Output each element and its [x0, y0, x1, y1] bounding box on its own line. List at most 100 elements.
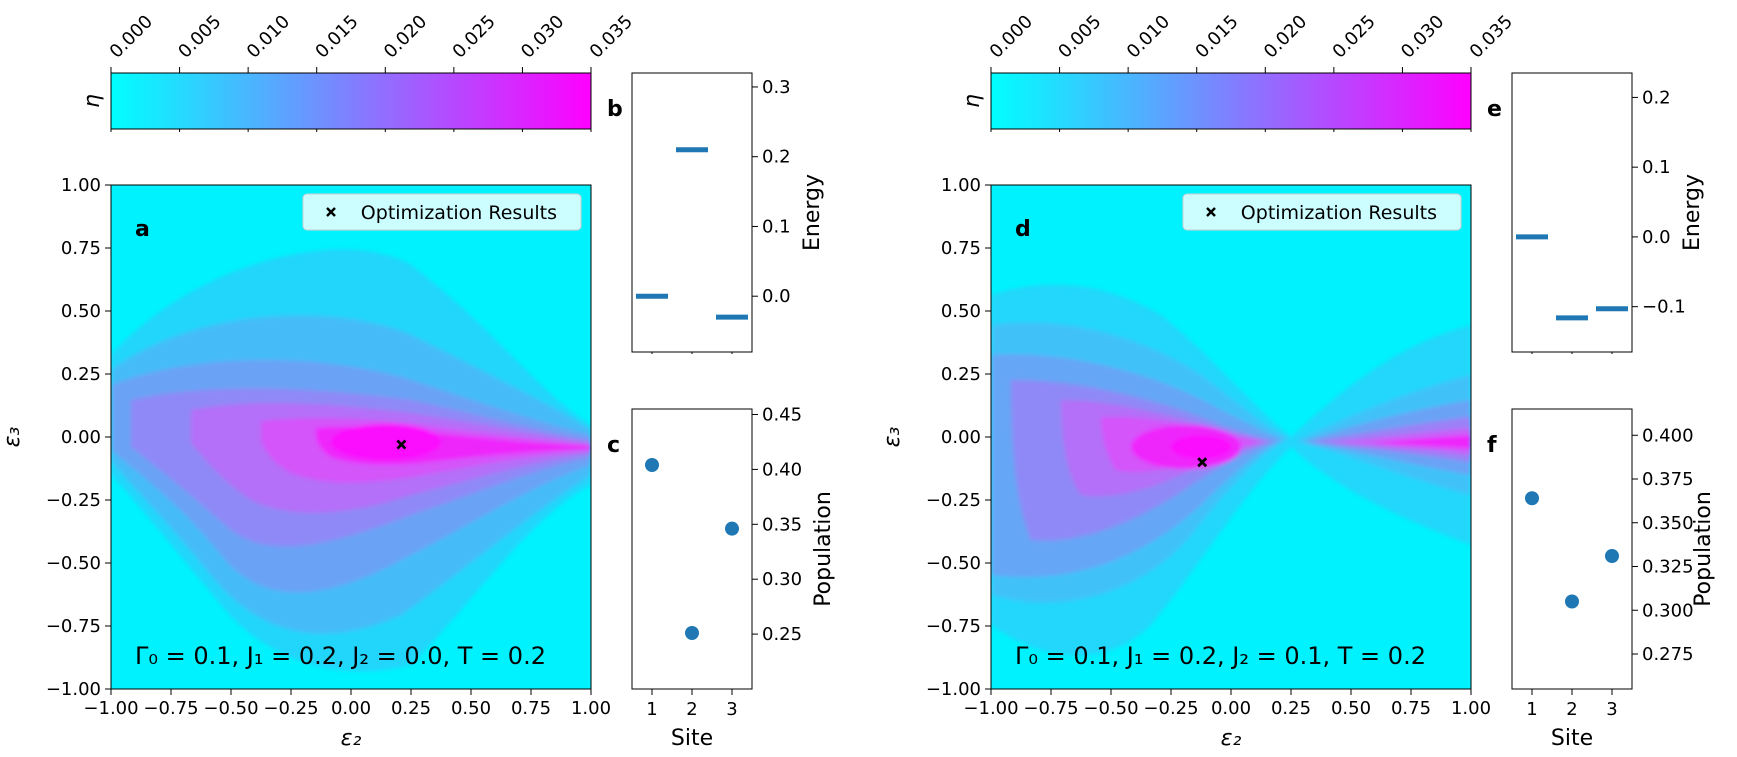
x-axis-label-d: ε₂	[1221, 726, 1242, 751]
y-tick-label-d: −0.50	[926, 553, 981, 574]
colorbar-right-tick-label: 0.035	[1466, 11, 1517, 62]
population-axis-label-f: Population	[1691, 491, 1716, 607]
energy-axis-label-e: Energy	[1680, 174, 1705, 251]
x-tick-label-a: −0.75	[143, 698, 198, 719]
y-tick-label-d: −0.25	[926, 490, 981, 511]
panel-letter-c: c	[607, 433, 620, 458]
x-tick-label-d: −0.75	[1023, 698, 1078, 719]
colorbar-left-label: η	[80, 94, 105, 108]
energy-tick-label-b: 0.1	[762, 216, 791, 237]
legend-label-a: Optimization Results	[361, 202, 557, 224]
colorbar-left-tick-label: 0.010	[243, 11, 294, 62]
x-tick-label-a: 0.50	[451, 698, 491, 719]
population-point-f	[1565, 594, 1579, 609]
y-axis-label-d: ε₃	[880, 426, 905, 447]
site-tick-label-f: 2	[1566, 699, 1577, 720]
energy-tick-label-b: 0.0	[762, 286, 791, 307]
population-f-frame	[1511, 408, 1633, 690]
energy-tick-label-e: 0.2	[1642, 87, 1671, 108]
y-tick-label-d: 0.75	[941, 238, 981, 259]
population-point-c	[685, 626, 699, 640]
right-figure: 0.000 0.005 0.010 0.015 0.020 0.025 0.030 0.035…	[960, 11, 1633, 690]
left-figure: 0.000 0.005 0.010 0.015 0.020 0.025 0.030 0.035…	[80, 11, 753, 690]
panel-letter-b: b	[607, 97, 623, 122]
population-tick-label-f: 0.325	[1642, 557, 1694, 578]
population-point-f	[1525, 491, 1539, 506]
site-axis-label-f: Site	[1551, 726, 1593, 751]
population-tick-label-c: 0.40	[762, 459, 802, 480]
x-tick-label-a: −0.25	[263, 698, 318, 719]
colorbar-right-label: η	[960, 94, 985, 108]
x-tick-label-d: 0.50	[1331, 698, 1371, 719]
x-tick-label-d: −0.25	[1143, 698, 1198, 719]
x-tick-label-a: 1.00	[571, 698, 611, 719]
x-tick-label-d: −0.50	[1083, 698, 1138, 719]
panel-letter-d: d	[1015, 217, 1031, 242]
population-point-c	[645, 458, 659, 472]
x-tick-label-d: 1.00	[1451, 698, 1491, 719]
y-tick-label-a: −0.25	[46, 490, 101, 511]
population-tick-label-c: 0.25	[762, 624, 802, 645]
x-tick-label-a: −0.50	[203, 698, 258, 719]
x-tick-label-a: 0.75	[511, 698, 551, 719]
colorbar-right-tick-label: 0.005	[1054, 11, 1105, 62]
population-tick-label-c: 0.45	[762, 404, 802, 425]
x-tick-label-a: 0.00	[331, 698, 371, 719]
legend-box-d	[1182, 193, 1462, 231]
colorbar-right-tick-label: 0.000	[986, 11, 1037, 62]
colorbar-right: 0.000 0.005 0.010 0.015 0.020 0.025 0.030 0.035…	[960, 11, 1517, 132]
heatmap-d	[990, 184, 1472, 690]
panel-letter-e: e	[1487, 97, 1502, 122]
x-tick-label-a: 0.25	[391, 698, 431, 719]
population-tick-label-c: 0.35	[762, 514, 802, 535]
parameter-annotation-d: Γ₀ = 0.1, J₁ = 0.2, J₂ = 0.1, T = 0.2	[1015, 642, 1426, 670]
energy-b-frame	[631, 72, 753, 353]
energy-tick-label-e: −0.1	[1642, 297, 1686, 318]
y-tick-label-d: −1.00	[926, 679, 981, 700]
site-tick-label-f: 1	[1526, 699, 1537, 720]
population-axis-label-c: Population	[811, 491, 836, 607]
y-tick-label-a: 1.00	[61, 175, 101, 196]
colorbar-left-tick-label: 0.025	[449, 11, 500, 62]
chart-marks: −1.00 −0.75 −0.50 −0.25 0.00 0.25 0.50 0.75 1.00…	[0, 77, 1716, 751]
legend-box-a	[302, 193, 582, 231]
colorbar-right-tick-label: 0.030	[1397, 11, 1448, 62]
y-tick-label-a: 0.00	[61, 427, 101, 448]
colorbar-left-tick-label: 0.015	[311, 11, 362, 62]
population-tick-label-f: 0.375	[1642, 469, 1694, 490]
x-tick-label-d: −1.00	[963, 698, 1018, 719]
energy-axis-label-b: Energy	[800, 174, 825, 251]
population-tick-label-f: 0.300	[1642, 600, 1694, 621]
y-tick-label-d: 0.25	[941, 364, 981, 385]
legend-label-d: Optimization Results	[1241, 202, 1437, 224]
colorbar-left-tick-label: 0.020	[380, 11, 431, 62]
y-tick-label-d: −0.75	[926, 616, 981, 637]
y-tick-label-a: −1.00	[46, 679, 101, 700]
colorbar-right-tick-label: 0.010	[1123, 11, 1174, 62]
colorbar-left-tick-label: 0.035	[586, 11, 637, 62]
population-tick-label-c: 0.30	[762, 569, 802, 590]
population-tick-label-f: 0.350	[1642, 513, 1694, 534]
energy-tick-label-b: 0.2	[762, 147, 791, 168]
heatmap-a	[110, 184, 592, 690]
site-tick-label-f: 3	[1606, 699, 1617, 720]
parameter-annotation-a: Γ₀ = 0.1, J₁ = 0.2, J₂ = 0.0, T = 0.2	[135, 642, 546, 670]
panel-letter-f: f	[1487, 433, 1497, 458]
population-point-f	[1605, 549, 1619, 563]
population-c-frame	[631, 408, 753, 690]
x-axis-label-a: ε₂	[341, 726, 362, 751]
legend-marker-icon-a	[326, 207, 336, 217]
energy-e-frame	[1511, 72, 1633, 353]
site-tick-label-c: 2	[686, 699, 697, 720]
colorbar-right-tick-label: 0.015	[1191, 11, 1242, 62]
legend-marker-icon-d	[1206, 207, 1216, 217]
colorbar-left-gradient	[110, 72, 592, 130]
colorbar-right-gradient	[990, 72, 1472, 130]
y-tick-label-a: −0.50	[46, 553, 101, 574]
site-tick-label-c: 1	[646, 699, 657, 720]
site-tick-label-c: 3	[726, 699, 737, 720]
colorbar-left-tick-label: 0.005	[174, 11, 225, 62]
y-tick-label-a: 0.25	[61, 364, 101, 385]
heatmap-d-field	[991, 185, 1471, 689]
population-tick-label-f: 0.275	[1642, 644, 1694, 665]
